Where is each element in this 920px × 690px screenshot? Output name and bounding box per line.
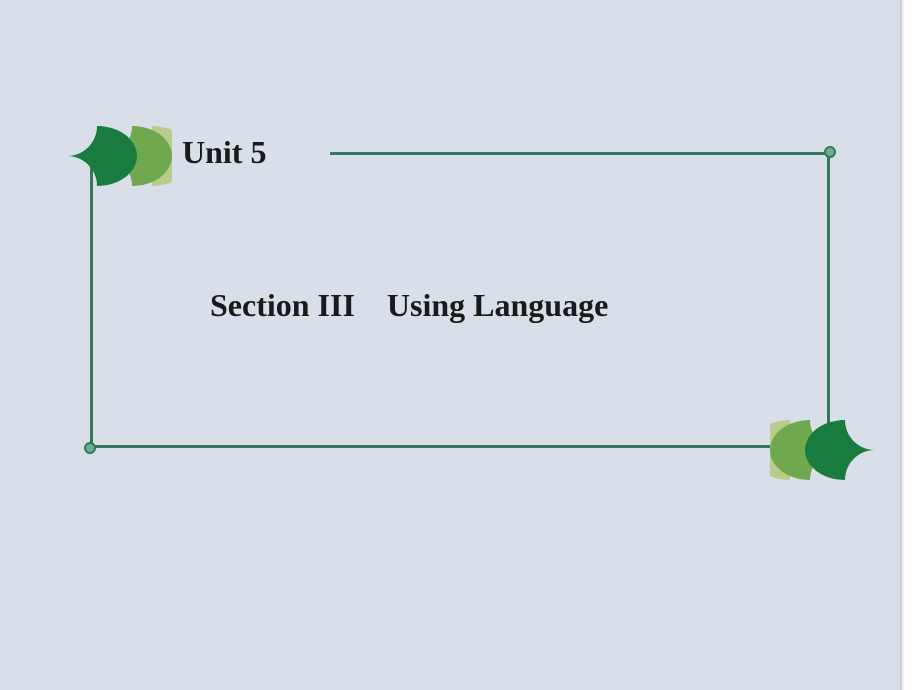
content-frame-top [330, 152, 830, 155]
frame-dot-top-right [824, 146, 836, 158]
chevron-bottom-right [770, 410, 890, 495]
chevron-top-left [52, 116, 172, 201]
section-title: Section III Using Language [210, 287, 608, 324]
right-page-edge [900, 0, 920, 690]
frame-dot-bottom-left [84, 442, 96, 454]
unit-title: Unit 5 [182, 134, 266, 171]
